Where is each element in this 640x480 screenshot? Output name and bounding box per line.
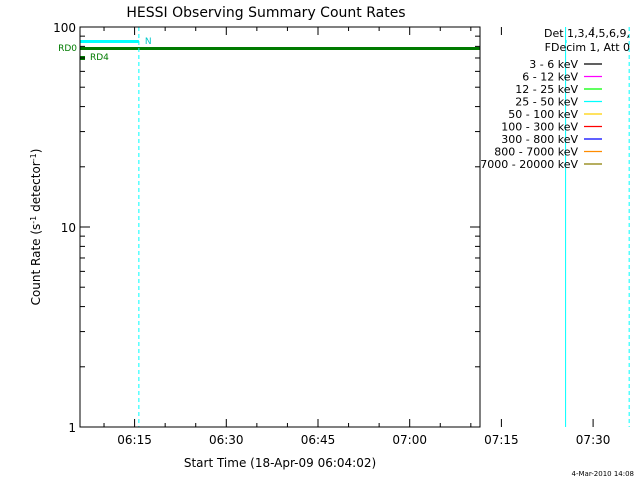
y-axis-label-exponent: -1 bbox=[29, 216, 38, 224]
rd-bar bbox=[80, 47, 480, 50]
plot-frame bbox=[79, 26, 481, 428]
legend-header: FDecim 1, Att 0 bbox=[545, 41, 630, 54]
legend-entry-label: 800 - 7000 keV bbox=[494, 146, 578, 159]
y-axis-label-exponent: -1 bbox=[29, 153, 38, 161]
y-tick-label: 100 bbox=[53, 21, 76, 35]
y-tick-label: 1 bbox=[68, 421, 76, 435]
legend-entry-label: 25 - 50 keV bbox=[515, 96, 578, 109]
y-tick-label: 10 bbox=[61, 221, 76, 235]
legend-entry-label: 6 - 12 keV bbox=[522, 71, 578, 84]
rd-bar-label: RD4 bbox=[90, 53, 109, 63]
y-axis-label-part: ) bbox=[29, 149, 43, 154]
legend-entry-label: 50 - 100 keV bbox=[508, 108, 578, 121]
y-axis-label: Count Rate (s-1 detector-1) bbox=[29, 149, 44, 306]
y-axis-label-part: Count Rate (s bbox=[29, 224, 43, 306]
legend-entry-label: 300 - 800 keV bbox=[501, 133, 578, 146]
rd-bar-label: RD0 bbox=[58, 44, 77, 54]
legend-entry-label: 7000 - 20000 keV bbox=[480, 158, 578, 171]
x-tick-label: 07:30 bbox=[576, 433, 611, 447]
legend-entry-label: 100 - 300 keV bbox=[501, 121, 578, 134]
x-tick-label: 06:45 bbox=[301, 433, 336, 447]
night-bar bbox=[80, 40, 139, 43]
legend-header: Det 1,3,4,5,6,9, bbox=[544, 27, 630, 40]
y-axis-label-part: detector bbox=[29, 161, 43, 216]
night-bar-label: N bbox=[145, 37, 152, 47]
legend-entry-label: 12 - 25 keV bbox=[515, 83, 578, 96]
x-tick-label: 06:15 bbox=[117, 433, 152, 447]
x-axis-label: Start Time (18-Apr-09 06:04:02) bbox=[184, 456, 376, 470]
x-tick-label: 06:30 bbox=[209, 433, 244, 447]
legend-entry-label: 3 - 6 keV bbox=[529, 58, 578, 71]
x-tick-label: 07:00 bbox=[392, 433, 427, 447]
legend: Det 1,3,4,5,6,9, FDecim 1, Att 0 3 - 6 k… bbox=[480, 27, 630, 171]
chart-title: HESSI Observing Summary Count Rates bbox=[126, 5, 405, 21]
x-tick-label: 07:15 bbox=[484, 433, 519, 447]
footer-date: 4-Mar-2010 14:08 bbox=[572, 470, 634, 478]
